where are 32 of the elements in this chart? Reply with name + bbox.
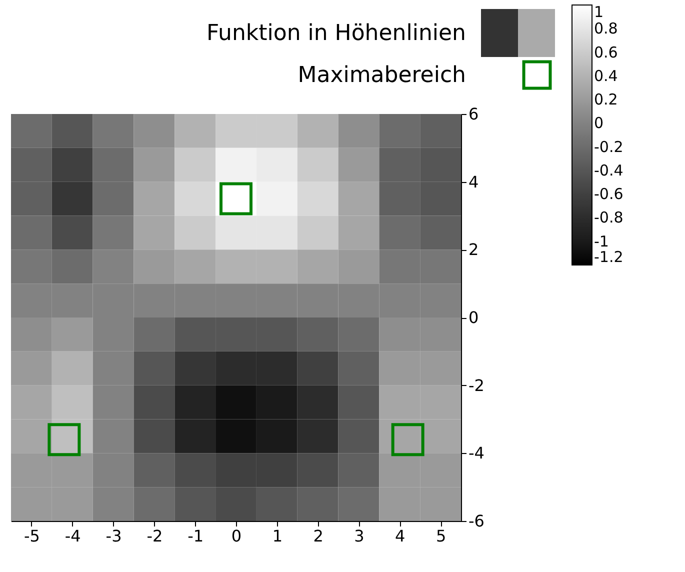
text: Maximabereich: [298, 63, 466, 88]
y-tick-label: -2: [468, 376, 484, 395]
x-tick-label: -4: [64, 526, 81, 546]
x-tick-label: 3: [354, 526, 364, 546]
color-bar-label: 0: [594, 114, 604, 132]
color-bar-label: -0.6: [594, 185, 624, 204]
color-bar-label: 0.2: [594, 90, 618, 109]
y-tick-label: 2: [468, 240, 479, 260]
color-bar-label: -1: [594, 232, 609, 250]
color-bar-label: 1: [594, 3, 604, 21]
color-bar-label: -0.8: [594, 208, 624, 227]
x-tick-label: 0: [231, 526, 242, 546]
legend-title: Funktion in Höhenlinien: [206, 21, 466, 46]
x-tick-label: -1: [188, 526, 204, 546]
y-tick-label: -4: [468, 444, 484, 463]
y-tick-label: -6: [468, 512, 484, 530]
color-bar-label: 0.4: [594, 66, 618, 85]
x-tick-label: 4: [395, 526, 406, 546]
x-tick-label: 5: [436, 526, 446, 546]
y-tick-label: 6: [468, 104, 479, 124]
x-tick-label: -5: [24, 526, 40, 546]
color-bar-label: 0.6: [594, 43, 618, 62]
y-tick-label: 0: [468, 308, 479, 327]
color-bar-label: -0.4: [594, 161, 624, 180]
color-bar-label: -0.2: [594, 138, 624, 156]
color-bar-label: -1.2: [594, 248, 624, 266]
x-tick-label: -2: [146, 526, 163, 546]
x-tick-label: 2: [313, 526, 324, 546]
y-tick-label: 4: [468, 172, 479, 192]
x-tick-label: 1: [272, 526, 283, 546]
x-tick-label: -3: [106, 526, 122, 546]
color-bar-label: 0.8: [594, 20, 618, 38]
